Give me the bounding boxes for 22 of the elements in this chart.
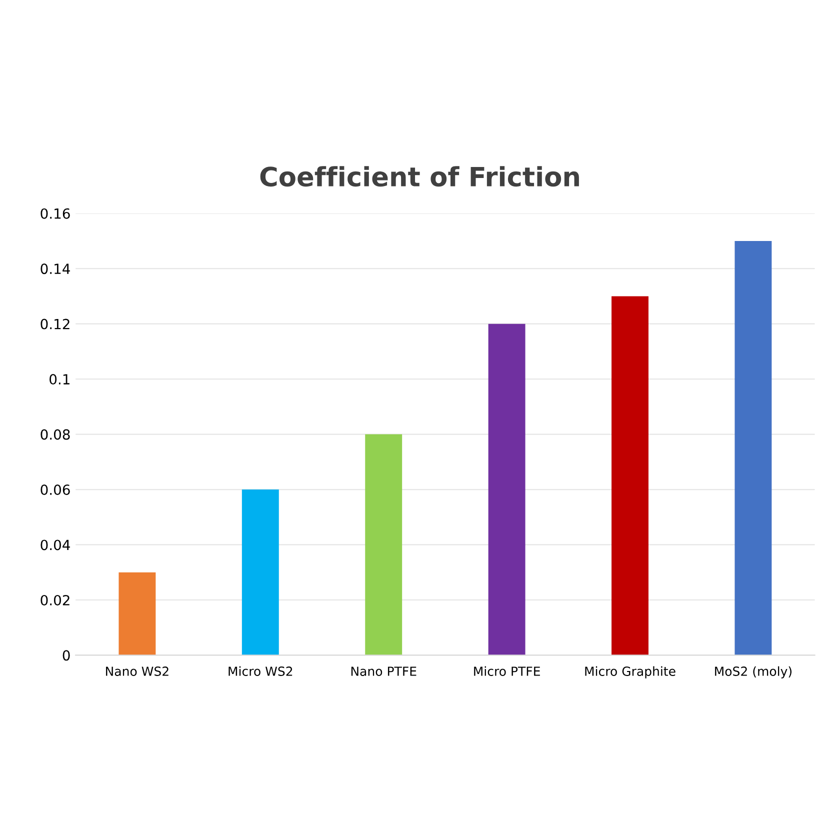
y-tick-label: 0.04 <box>40 540 70 550</box>
bar <box>242 490 279 656</box>
x-tick-label: Micro WS2 <box>228 666 292 676</box>
x-tick-label: MoS2 (moly) <box>715 666 792 678</box>
bar <box>118 572 156 656</box>
y-tick-label: 0.16 <box>40 208 70 219</box>
bar <box>734 240 772 656</box>
y-tick-label: 0 <box>62 650 70 661</box>
bar <box>365 434 402 656</box>
y-tick-label: 0.08 <box>40 429 70 440</box>
bar <box>612 296 648 656</box>
x-tick-label: Nano PTFE <box>351 666 416 676</box>
y-tick-label: 0.14 <box>40 264 70 274</box>
x-tick-label: Nano WS2 <box>106 666 168 676</box>
bar <box>488 324 526 656</box>
x-tick-label: Micro PTFE <box>474 666 540 676</box>
y-tick-label: 0.02 <box>40 594 70 606</box>
chart-title: Coefficient of Friction <box>260 166 579 187</box>
y-tick-label: 0.1 <box>50 374 70 385</box>
x-tick-label: Micro Graphite <box>585 666 676 678</box>
y-tick-label: 0.06 <box>40 484 70 495</box>
y-tick-label: 0.12 <box>40 318 70 330</box>
